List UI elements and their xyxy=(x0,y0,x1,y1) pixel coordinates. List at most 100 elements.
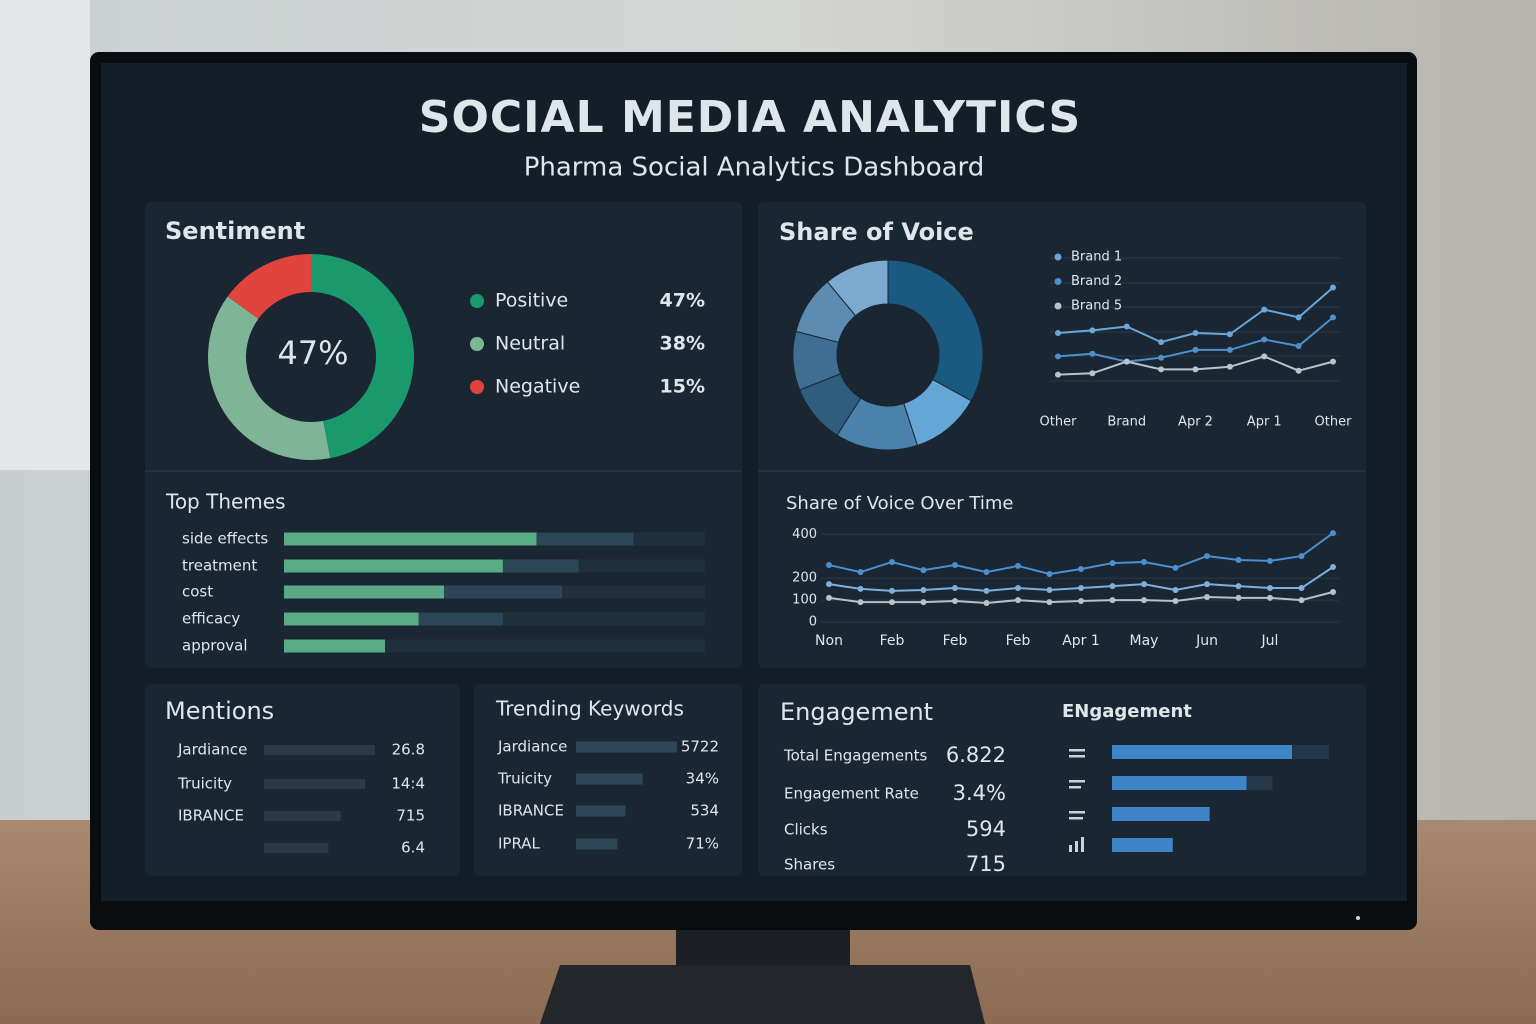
bar-segment xyxy=(1112,807,1210,821)
bar-segment xyxy=(536,532,634,546)
legend-swatch xyxy=(1054,278,1062,285)
series-point xyxy=(1141,581,1147,588)
metric-value: 3.4% xyxy=(953,781,1006,805)
legend-swatch xyxy=(1054,253,1062,261)
icon xyxy=(1069,811,1085,814)
series-point xyxy=(1261,306,1268,313)
series-point xyxy=(1330,530,1336,537)
series-point xyxy=(1158,366,1165,373)
monitor-base xyxy=(540,965,985,1024)
panel-title: Top Themes xyxy=(165,490,286,514)
series-point xyxy=(920,599,927,606)
series-point xyxy=(1015,562,1021,569)
row-value: 34% xyxy=(686,770,719,788)
row-value: 715 xyxy=(396,807,425,825)
bar-segment xyxy=(284,559,503,573)
series-point xyxy=(1267,557,1273,564)
panel-engagement xyxy=(758,684,1366,876)
x-tick-label: Feb xyxy=(943,633,968,649)
legend-swatch xyxy=(470,380,484,394)
series-point xyxy=(1172,564,1179,571)
legend-label: Neutral xyxy=(495,333,565,355)
series-point xyxy=(1123,358,1130,365)
series-point xyxy=(1204,594,1210,601)
bar-segment xyxy=(284,639,386,653)
metric-value: 6.822 xyxy=(946,743,1006,767)
icon xyxy=(1069,845,1072,852)
series-point xyxy=(1078,585,1084,592)
x-tick-label: Brand xyxy=(1107,415,1146,430)
bar-segment xyxy=(502,559,579,573)
series-point xyxy=(1204,581,1210,588)
series-point xyxy=(1295,367,1302,374)
series-point xyxy=(1078,597,1084,604)
series-point xyxy=(1089,350,1096,357)
row-value: 5722 xyxy=(681,738,719,756)
bar-segment xyxy=(1112,838,1173,852)
series-point xyxy=(1046,587,1053,594)
value-label: 47% xyxy=(660,290,705,312)
series-point xyxy=(889,558,895,565)
category-label: treatment xyxy=(182,557,257,575)
series-point xyxy=(1141,558,1147,565)
row-bar xyxy=(576,741,677,753)
series-point xyxy=(1261,336,1268,343)
series-point xyxy=(826,562,832,569)
series-point xyxy=(1172,587,1179,594)
panel-title: Engagement xyxy=(780,698,933,726)
legend-label: Brand 5 xyxy=(1071,299,1122,314)
bar-track xyxy=(284,639,705,653)
engagement-icons xyxy=(1069,749,1085,852)
row-label: Jardiance xyxy=(177,741,247,759)
metric-label: Shares xyxy=(784,856,835,874)
bar-segment xyxy=(1292,745,1329,759)
row-value: 26.8 xyxy=(392,741,425,759)
bar-segment xyxy=(284,585,444,599)
series-point xyxy=(857,569,864,576)
series-point xyxy=(857,585,864,592)
series-point xyxy=(1192,330,1199,336)
dashboard-title: SOCIAL MEDIA ANALYTICS xyxy=(419,92,1081,143)
series-point xyxy=(1298,553,1305,560)
panel-title: Share of Voice Over Time xyxy=(786,493,1013,514)
legend-label: Positive xyxy=(495,290,568,312)
category-label: approval xyxy=(182,637,248,655)
series-point xyxy=(1192,346,1199,353)
panel-title: Share of Voice xyxy=(779,218,974,246)
row-bar xyxy=(264,811,341,821)
row-bar xyxy=(576,773,643,785)
row-value: 534 xyxy=(690,802,719,820)
x-tick-label: Other xyxy=(1040,415,1078,430)
x-tick-label: Jun xyxy=(1195,633,1218,649)
window xyxy=(0,0,90,470)
metric-label: Total Engagements xyxy=(783,747,927,765)
series-point xyxy=(1078,565,1084,572)
series-point xyxy=(1046,571,1053,578)
panel-title: Trending Keywords xyxy=(495,697,684,721)
row-label: Truicity xyxy=(177,775,232,793)
panel-share-of-voice xyxy=(758,202,1366,668)
series-point xyxy=(1267,585,1273,592)
series-point xyxy=(1158,354,1165,361)
series-point xyxy=(920,587,927,594)
y-tick-label: 100 xyxy=(792,593,817,608)
bar-segment xyxy=(284,612,419,626)
series-point xyxy=(983,599,990,606)
series-point xyxy=(1055,353,1061,360)
series-point xyxy=(983,569,990,576)
icon xyxy=(1081,837,1084,852)
series-point xyxy=(1015,597,1021,604)
series-point xyxy=(1158,339,1165,346)
bar-segment xyxy=(1246,776,1273,790)
row-label: IPRAL xyxy=(498,835,541,853)
series-point xyxy=(1046,599,1053,606)
series-point xyxy=(1109,560,1116,567)
icon xyxy=(1069,780,1085,783)
donut-center-label: 47% xyxy=(277,334,348,372)
series-point xyxy=(1089,370,1096,377)
dashboard-subtitle: Pharma Social Analytics Dashboard xyxy=(524,153,985,183)
series-point xyxy=(1330,314,1336,321)
y-tick-label: 200 xyxy=(792,571,817,586)
